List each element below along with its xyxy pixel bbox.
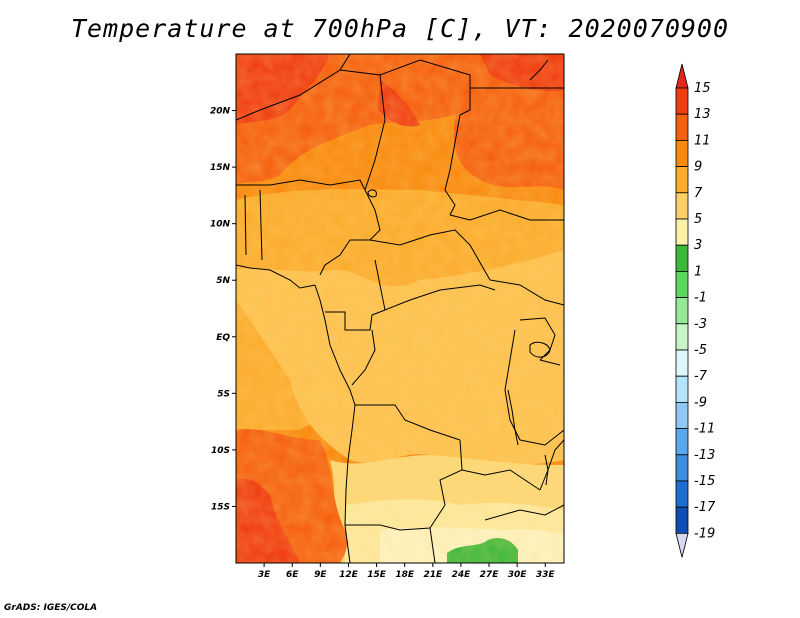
- colorbar-level-label: -19: [694, 526, 715, 541]
- boundary-tanzania: [519, 429, 564, 446]
- lat-tick-label: EQ: [216, 333, 230, 343]
- map-frame: [235, 53, 565, 564]
- colorbar-level-label: -3: [694, 317, 707, 332]
- temperature-field: [236, 54, 564, 563]
- boundary-sudan: [449, 209, 564, 221]
- lake-victoria: [529, 341, 551, 358]
- boundary-moz: [539, 439, 564, 491]
- boundary-kenya: [539, 359, 561, 366]
- colorbar-level-label: 9: [694, 160, 702, 175]
- boundary-nigeria-n: [350, 189, 381, 241]
- lon-tick-label: 21E: [423, 570, 443, 580]
- colorbar-box: [675, 87, 689, 115]
- colorbar-level-label: -5: [694, 343, 707, 358]
- boundary-niger-chad: [444, 114, 461, 216]
- boundary-zambia: [461, 469, 541, 491]
- coastline-west-africa: [314, 284, 356, 563]
- boundary-ssudan: [489, 279, 564, 306]
- lat-tick-label: 10N: [210, 220, 231, 230]
- red-sea-coast: [529, 59, 549, 81]
- boundary-cam-gabon: [325, 309, 386, 331]
- lat-tick-label: 5N: [216, 276, 230, 286]
- colorbar-level-label: -7: [694, 369, 708, 384]
- colorbar-level-label: -1: [694, 291, 707, 306]
- field-texture: [236, 54, 564, 563]
- boundary-west-1: [259, 189, 263, 261]
- colorbar-level-label: 5: [694, 212, 702, 227]
- colorbar-level-label: 13: [694, 107, 711, 122]
- boundary-uganda: [519, 317, 556, 361]
- boundary-botswana: [429, 527, 436, 563]
- colorbar-level-label: -15: [694, 474, 715, 489]
- colorbar-box: [675, 480, 689, 508]
- lake-malawi: [544, 454, 549, 486]
- colorbar-box: [675, 244, 689, 272]
- lake-chad: [367, 189, 377, 198]
- boundary-car-south: [374, 259, 496, 311]
- boundary-chad-car: [369, 229, 491, 281]
- boundary-north-1: [236, 54, 351, 121]
- lon-tick-label: 15E: [367, 570, 387, 580]
- boundary-nigeria-cam: [319, 239, 351, 276]
- colorbar-box: [675, 454, 689, 482]
- lon-tick-label: 6E: [286, 570, 299, 580]
- boundary-angola-s: [345, 504, 446, 531]
- colorbar-box: [675, 113, 689, 141]
- colorbar-level-label: -9: [694, 395, 707, 410]
- boundary-coast-w: [236, 264, 316, 289]
- colorbar-box: [675, 297, 689, 325]
- colorbar-box: [675, 375, 689, 403]
- lon-tick-label: 24E: [452, 570, 472, 580]
- lon-tick-label: 27E: [480, 570, 500, 580]
- colorbar-level-label: 1: [694, 264, 702, 279]
- boundary-drc-east: [504, 329, 521, 441]
- lon-tick-label: 30E: [508, 570, 528, 580]
- colorbar-box: [675, 166, 689, 194]
- lon-tick-label: 12E: [339, 570, 359, 580]
- colorbar-box: [675, 428, 689, 456]
- lat-tick-label: 20N: [210, 107, 231, 117]
- grads-credit: GrADS: IGES/COLA: [4, 603, 98, 613]
- colorbar-level-label: -17: [694, 500, 716, 515]
- longitude-ticks: 3E 6E 9E 12E 15E 18E 21E 24E 27E 30E 33E: [258, 563, 556, 580]
- colorbar-level-label: 3: [694, 238, 702, 253]
- lat-tick-label: 10S: [211, 446, 230, 456]
- colorbar-level-label: 11: [694, 133, 711, 148]
- colorbar-box: [675, 139, 689, 167]
- boundary-sahel: [236, 179, 366, 191]
- colorbar-box: [675, 192, 689, 220]
- colorbar-level-label: 15: [694, 81, 711, 96]
- colorbar: 15 13 11 9 7 5 3 1 -1 -3 -5 -7 -9 -11 -13 -15 -17 -19: [675, 63, 716, 558]
- lon-tick-label: 18E: [395, 570, 415, 580]
- boundary-angola-n: [355, 404, 461, 441]
- lat-tick-label: 15N: [210, 163, 231, 173]
- country-boundaries: [236, 54, 564, 563]
- colorbar-top-triangle: [675, 63, 689, 89]
- boundary-angola-e: [439, 439, 463, 506]
- colorbar-box: [675, 323, 689, 351]
- colorbar-level-label: -13: [694, 448, 715, 463]
- lake-tanganyika: [507, 389, 519, 446]
- colorbar-bottom-triangle: [675, 533, 689, 558]
- colorbar-box: [675, 349, 689, 377]
- colorbar-box: [675, 270, 689, 298]
- lon-tick-label: 3E: [258, 570, 271, 580]
- boundary-zim: [484, 504, 564, 521]
- lat-tick-label: 5S: [217, 389, 230, 399]
- colorbar-level-label: 7: [694, 186, 703, 201]
- colorbar-level-label: -11: [694, 422, 715, 437]
- map-title: Temperature at 700hPa [C], VT: 202007090…: [70, 14, 730, 43]
- boundary-north-2: [339, 69, 386, 191]
- boundary-north-3: [379, 59, 471, 116]
- latitude-ticks: 20N 15N 10N 5N EQ 5S 10S 15S: [210, 107, 236, 512]
- colorbar-box: [675, 401, 689, 429]
- lon-tick-label: 33E: [536, 570, 556, 580]
- boundary-west-2: [244, 194, 247, 256]
- lon-tick-label: 9E: [314, 570, 327, 580]
- colorbar-box: [675, 218, 689, 246]
- boundary-congo: [351, 329, 376, 386]
- lat-tick-label: 15S: [211, 502, 230, 512]
- colorbar-box: [675, 506, 689, 534]
